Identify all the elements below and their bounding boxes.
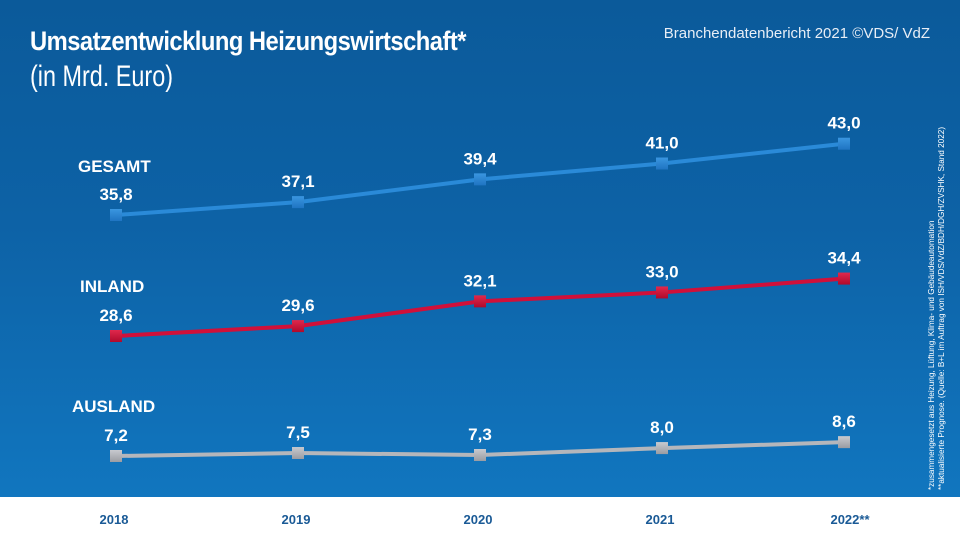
source-credit: Branchendatenbericht 2021 ©VDS/ VdZ [663,25,930,42]
x-tick-label: 2021 [646,512,675,527]
data-label: 28,6 [99,306,132,325]
data-label: 7,2 [104,426,128,445]
x-tick-label: 2018 [100,512,129,527]
series-gesamt: GESAMT 35,8 37,1 39,4 41,0 43,0 [78,114,861,221]
data-label: 33,0 [645,262,678,281]
x-tick-label: 2019 [282,512,311,527]
data-point [838,272,850,285]
data-label: 29,6 [281,296,314,315]
x-tick-label: 2022** [830,512,870,527]
data-label: 35,8 [99,185,132,204]
data-point [656,442,668,455]
data-point [474,295,486,308]
data-label: 37,1 [281,172,314,191]
data-point [656,286,668,299]
chart-subtitle: (in Mrd. Euro) [30,60,174,93]
data-point [292,320,304,333]
data-point [656,157,668,170]
data-point [838,137,850,150]
data-label: 43,0 [827,114,860,133]
data-label: 32,1 [463,271,496,290]
data-label: 41,0 [645,134,678,153]
series-label-gesamt: GESAMT [78,157,151,176]
data-label: 7,3 [468,425,492,444]
data-point [474,173,486,186]
data-label: 39,4 [463,149,497,168]
chart-title: Umsatzentwicklung Heizungswirtschaft* [30,26,466,56]
data-point [292,196,304,209]
series-ausland: AUSLAND 7,2 7,5 7,3 8,0 8,6 [72,397,856,462]
series-label-inland: INLAND [80,277,144,296]
x-axis: 2018 2019 2020 2021 2022** [100,512,871,527]
data-point [110,330,122,342]
data-point [292,447,304,460]
data-label: 8,0 [650,418,674,437]
series-inland: INLAND 28,6 29,6 32,1 33,0 34,4 [80,249,861,342]
x-tick-label: 2020 [464,512,493,527]
chart-background [0,0,960,497]
data-point [110,450,122,462]
data-label: 34,4 [827,249,861,268]
data-point [838,436,850,449]
data-point [474,449,486,462]
data-label: 8,6 [832,412,856,431]
data-label: 7,5 [286,423,310,442]
data-point [110,209,122,221]
series-label-ausland: AUSLAND [72,397,155,416]
